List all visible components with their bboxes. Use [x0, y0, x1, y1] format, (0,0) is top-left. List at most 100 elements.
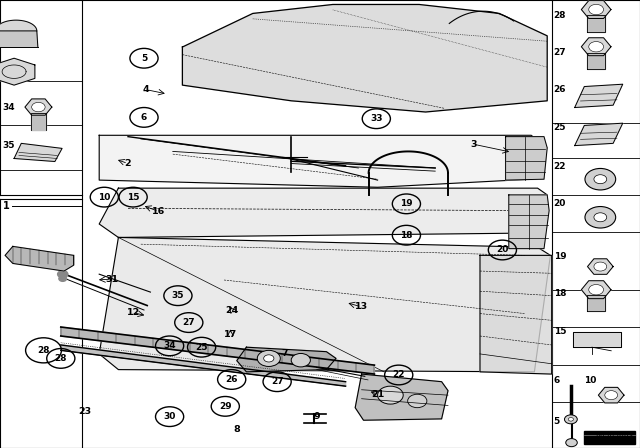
Polygon shape: [588, 15, 605, 32]
Text: 35: 35: [3, 141, 15, 150]
Text: 19: 19: [400, 199, 413, 208]
Circle shape: [564, 415, 577, 424]
Text: 10: 10: [98, 193, 111, 202]
Text: 5: 5: [141, 54, 147, 63]
Circle shape: [59, 276, 67, 281]
Circle shape: [605, 391, 618, 400]
Circle shape: [589, 4, 604, 15]
Text: 17: 17: [224, 330, 237, 339]
Text: 21: 21: [371, 390, 384, 399]
Polygon shape: [237, 347, 336, 372]
Text: 35: 35: [172, 291, 184, 300]
Circle shape: [32, 102, 45, 112]
Text: 7: 7: [282, 349, 288, 358]
Text: 29: 29: [3, 27, 15, 36]
Text: 15: 15: [554, 327, 566, 336]
Text: 26: 26: [554, 85, 566, 94]
Circle shape: [594, 175, 607, 184]
Text: 23: 23: [78, 407, 91, 416]
Polygon shape: [581, 38, 611, 56]
Text: 33: 33: [370, 114, 383, 123]
Polygon shape: [575, 84, 623, 108]
Polygon shape: [99, 237, 550, 372]
Polygon shape: [0, 58, 35, 85]
Polygon shape: [31, 113, 46, 130]
Text: 19: 19: [554, 252, 566, 261]
Polygon shape: [355, 374, 448, 420]
Circle shape: [589, 42, 604, 52]
Polygon shape: [480, 255, 552, 374]
Circle shape: [257, 350, 280, 366]
Circle shape: [58, 271, 68, 278]
Polygon shape: [61, 345, 346, 386]
Polygon shape: [588, 259, 613, 274]
Text: 27: 27: [182, 318, 195, 327]
Text: 31: 31: [106, 275, 118, 284]
Text: 4: 4: [143, 85, 149, 94]
Text: 30: 30: [163, 412, 176, 421]
Text: 9: 9: [314, 412, 320, 421]
Text: 15: 15: [127, 193, 140, 202]
Polygon shape: [598, 388, 624, 403]
Polygon shape: [182, 4, 547, 112]
Text: 6: 6: [141, 113, 147, 122]
Text: 16: 16: [152, 207, 165, 216]
Polygon shape: [25, 99, 52, 115]
Polygon shape: [573, 332, 621, 347]
Polygon shape: [99, 188, 547, 237]
Polygon shape: [506, 137, 547, 180]
Polygon shape: [509, 195, 549, 249]
Text: 34: 34: [3, 103, 15, 112]
Text: 20: 20: [496, 246, 509, 254]
Text: 10: 10: [584, 376, 596, 385]
Polygon shape: [584, 431, 635, 444]
Text: 00282984: 00282984: [595, 434, 634, 443]
Text: 29: 29: [219, 402, 232, 411]
Text: 28: 28: [37, 346, 50, 355]
Circle shape: [378, 386, 403, 404]
Text: 18: 18: [400, 231, 413, 240]
Polygon shape: [5, 246, 74, 271]
Polygon shape: [14, 143, 62, 162]
Polygon shape: [99, 135, 547, 187]
Circle shape: [408, 394, 427, 408]
Circle shape: [291, 353, 310, 367]
Polygon shape: [0, 31, 38, 47]
Text: 18: 18: [554, 289, 566, 298]
Circle shape: [585, 207, 616, 228]
Text: 30: 30: [3, 63, 15, 72]
Text: 26: 26: [225, 375, 238, 384]
Polygon shape: [588, 295, 605, 311]
Polygon shape: [575, 123, 623, 146]
Circle shape: [594, 213, 607, 222]
Text: 28: 28: [554, 11, 566, 20]
Circle shape: [568, 418, 573, 421]
Text: 20: 20: [554, 199, 566, 208]
Text: 22: 22: [392, 370, 405, 379]
Text: 28: 28: [54, 354, 67, 363]
Text: 34: 34: [163, 341, 176, 350]
Circle shape: [264, 355, 274, 362]
Text: 27: 27: [271, 377, 284, 386]
Text: 13: 13: [355, 302, 368, 311]
Text: 2: 2: [125, 159, 131, 168]
Circle shape: [585, 168, 616, 190]
Text: 1: 1: [3, 201, 10, 211]
Text: 8: 8: [234, 425, 240, 434]
Text: 5: 5: [554, 417, 560, 426]
Text: 3: 3: [470, 140, 477, 149]
Text: 25: 25: [554, 123, 566, 132]
Text: 25: 25: [195, 343, 208, 352]
Text: 24: 24: [225, 306, 238, 314]
Circle shape: [589, 284, 604, 295]
Text: 27: 27: [554, 48, 566, 57]
Polygon shape: [581, 281, 611, 299]
Polygon shape: [61, 327, 374, 374]
Circle shape: [594, 262, 607, 271]
Polygon shape: [581, 0, 611, 18]
Text: 6: 6: [554, 376, 560, 385]
Circle shape: [566, 439, 577, 447]
Text: 22: 22: [554, 162, 566, 171]
Polygon shape: [588, 52, 605, 69]
Text: 12: 12: [127, 308, 140, 317]
